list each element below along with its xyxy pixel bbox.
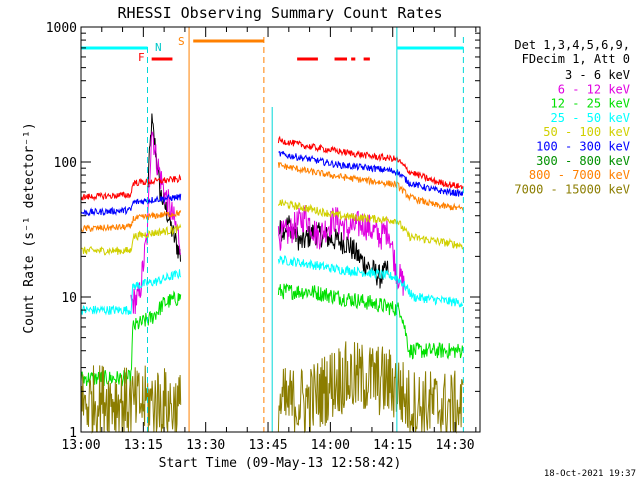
y-tick-label: 10 xyxy=(61,291,77,306)
series-4-segment-2 xyxy=(277,199,463,250)
y-tick-label: 1000 xyxy=(46,21,77,36)
series-8-segment-2 xyxy=(277,341,464,434)
series-2-segment-1 xyxy=(80,290,182,387)
series-7-segment-2 xyxy=(277,161,464,211)
x-tick-label: 13:30 xyxy=(186,438,225,453)
series-0-segment-1 xyxy=(147,113,181,262)
series-1-segment-2 xyxy=(277,205,406,296)
x-tick-label: 14:30 xyxy=(435,438,474,453)
series-3-segment-1 xyxy=(80,269,182,316)
legend-entry-6: 300 - 800 keV xyxy=(536,154,630,168)
x-tick-label: 14:15 xyxy=(373,438,412,453)
x-tick-label: 14:00 xyxy=(311,438,350,453)
series-5-segment-1 xyxy=(80,193,182,217)
red-series-segment-2 xyxy=(277,135,464,190)
y-tick-label: 1 xyxy=(69,426,77,441)
legend-entry-4: 50 - 100 keV xyxy=(543,125,630,139)
x-tick-label: 13:00 xyxy=(61,438,100,453)
x-tick-label: 13:15 xyxy=(124,438,163,453)
legend-entry-7: 800 - 7000 keV xyxy=(529,168,630,182)
series-2-segment-2 xyxy=(277,282,464,360)
series-5-segment-2 xyxy=(278,150,464,197)
red-series-segment-1 xyxy=(80,173,182,202)
legend-entry-8: 7000 - 15000 keV xyxy=(514,182,630,196)
legend-entry-5: 100 - 300 keV xyxy=(536,140,630,154)
legend-entry-0: 3 - 6 keV xyxy=(565,68,630,82)
series-7-segment-1 xyxy=(80,210,182,233)
y-tick-label: 100 xyxy=(54,156,77,171)
x-tick-label: 13:45 xyxy=(248,438,287,453)
legend-entry-3: 25 - 50 keV xyxy=(551,111,630,125)
legend-entry-2: 12 - 25 keV xyxy=(551,97,630,111)
plot-frame xyxy=(80,26,481,433)
series-3-segment-2 xyxy=(277,255,464,308)
series-4-segment-1 xyxy=(80,223,182,256)
legend-entry-1: 6 - 12 keV xyxy=(558,82,630,96)
